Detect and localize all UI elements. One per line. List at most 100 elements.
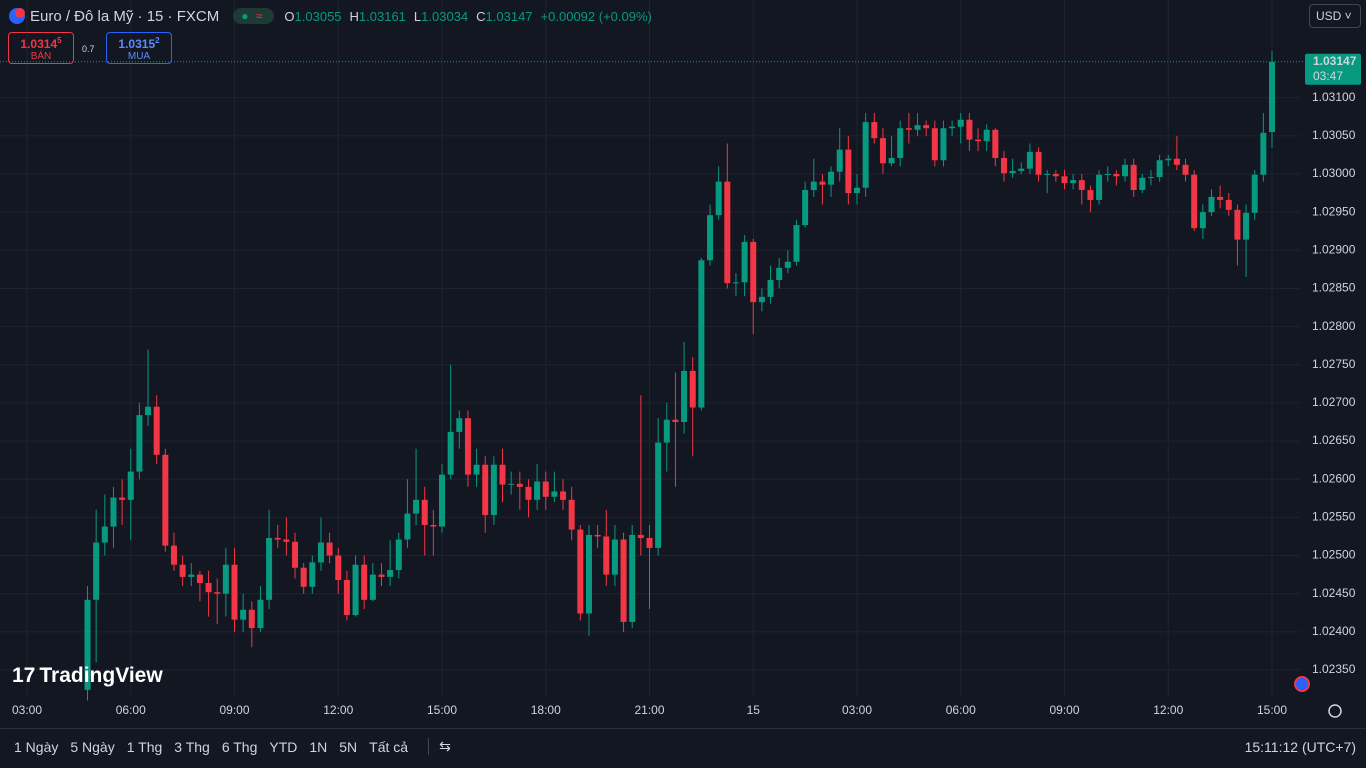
buy-button[interactable]: 1.03152 MUA — [106, 32, 172, 64]
candle-body — [369, 574, 376, 600]
candle-body — [300, 567, 307, 587]
candle-body — [222, 564, 229, 594]
clock: 15:11:12 (UTC+7) — [1244, 738, 1356, 755]
y-tick-label: 1.03000 — [1312, 166, 1356, 180]
x-tick-label: 12:00 — [1153, 703, 1183, 717]
candle-body — [404, 513, 411, 540]
sell-price: 1.0314 — [20, 37, 58, 51]
l-label: L — [413, 8, 422, 24]
candle-body — [317, 542, 324, 563]
candle-body — [205, 583, 212, 593]
range-button[interactable]: 1 Ngày — [14, 738, 59, 755]
candle-body — [214, 592, 221, 594]
candle-body — [1165, 158, 1172, 161]
candle-body — [871, 122, 878, 139]
candle-body — [862, 122, 869, 188]
spread: 0.7 — [82, 44, 95, 54]
candle-body — [283, 539, 290, 542]
candle-body — [620, 539, 627, 622]
candle-body — [646, 537, 653, 548]
candle-body — [966, 119, 973, 140]
candle-body — [413, 499, 420, 514]
candle-body — [525, 486, 532, 500]
candle-body — [819, 181, 826, 185]
y-tick-label: 1.02400 — [1312, 624, 1356, 638]
symbol-icon — [9, 8, 25, 24]
candle-body — [266, 537, 273, 600]
candle-body — [1070, 180, 1077, 184]
y-tick-label: 1.02350 — [1312, 662, 1356, 676]
range-button[interactable]: YTD — [269, 738, 298, 755]
chart: 1.02350 1.02400 1.02450 1.02500 1.02550 1.026… — [0, 0, 1366, 728]
candle-body — [343, 579, 350, 616]
candle-body — [240, 609, 247, 620]
range-button[interactable]: 5 Ngày — [70, 738, 115, 755]
y-tick-label: 1.03100 — [1312, 90, 1356, 104]
range-button[interactable]: 3 Thg — [174, 738, 210, 755]
candle-body — [1018, 168, 1025, 171]
candle-body — [1061, 176, 1068, 184]
candle-body — [732, 282, 739, 284]
candle-body — [975, 139, 982, 142]
header: Euro / Đô la Mỹ · 15 · FXCM ● ≈ O1.03055… — [8, 6, 656, 26]
range-button[interactable]: 6 Thg — [221, 738, 258, 755]
logo: 17 TradingView — [12, 664, 163, 687]
candle-body — [335, 555, 342, 580]
y-tick-label: 1.02750 — [1312, 357, 1356, 371]
candle-body — [274, 537, 281, 540]
x-tick-label: 09:00 — [219, 703, 249, 717]
candle-body — [1147, 177, 1154, 179]
candle-body — [1000, 157, 1007, 174]
candle-body — [672, 419, 679, 422]
candle-body — [196, 574, 203, 584]
candle-body — [1078, 180, 1085, 191]
footer: 1 Ngày 5 Ngày 1 Thg 3 Thg 6 Thg YTD 1N 5N Tất cả… — [0, 728, 1366, 764]
candle-body — [784, 261, 791, 268]
candle-body — [629, 534, 636, 622]
candle-body — [430, 525, 437, 527]
candle-body — [1035, 151, 1042, 175]
candle-body — [879, 138, 886, 164]
candle-body — [188, 574, 195, 577]
candle-body — [439, 474, 445, 527]
y-tick-label: 1.02900 — [1312, 242, 1356, 256]
candle-body — [1225, 199, 1232, 210]
candle-body — [715, 181, 722, 216]
candle-body — [560, 491, 567, 500]
candle-body — [1026, 151, 1033, 169]
candle-body — [1217, 196, 1224, 200]
candle-body — [854, 187, 860, 194]
candle-body — [1139, 177, 1146, 191]
range-button[interactable]: 1 Thg — [126, 738, 163, 755]
candle-body — [681, 370, 688, 422]
status-badge: ● ≈ — [233, 8, 275, 24]
currency: USD — [1316, 9, 1342, 23]
price-axis-bg — [1300, 0, 1366, 728]
range-button[interactable]: Tất cả — [369, 738, 409, 755]
y-tick-label: 1.03050 — [1312, 128, 1356, 142]
symbol[interactable]: Euro / Đô la Mỹ · 15 · FXCM — [30, 7, 220, 25]
c-value: 1.03147 — [485, 8, 533, 24]
alert-icon — [1294, 676, 1310, 692]
y-tick-label: 1.02650 — [1312, 433, 1356, 447]
candle-body — [655, 442, 662, 548]
candle-body — [698, 260, 705, 408]
sell-button[interactable]: 1.03145 BÁN — [8, 32, 74, 64]
date-range-icon[interactable]: ⇆ — [428, 738, 451, 755]
candle-body — [828, 171, 835, 185]
candle-body — [387, 570, 394, 577]
range-button[interactable]: 1N — [309, 738, 328, 755]
candle-body — [577, 529, 584, 614]
x-tick-label: 06:00 — [946, 703, 976, 717]
candle-body — [594, 534, 601, 537]
range-button[interactable]: 5N — [339, 738, 358, 755]
currency-button[interactable]: USD ˅ — [1309, 4, 1361, 28]
candle-body — [1044, 173, 1051, 175]
candle-body — [758, 296, 765, 303]
candle-body — [473, 464, 480, 475]
x-tick-label: 15 — [747, 703, 761, 717]
last-price-label: 1.03147 — [1313, 54, 1357, 68]
x-tick-label: 12:00 — [323, 703, 353, 717]
candle-body — [119, 497, 126, 500]
o-value: 1.03055 — [294, 8, 342, 24]
